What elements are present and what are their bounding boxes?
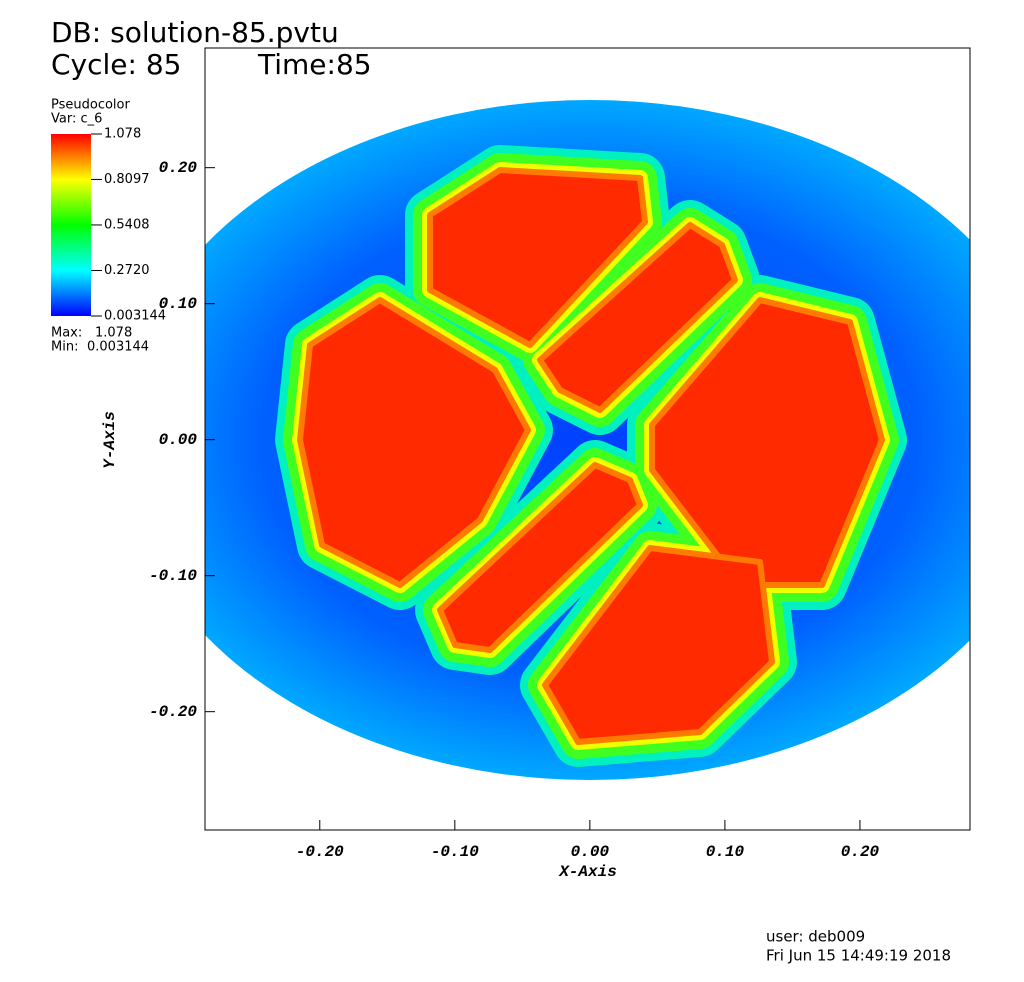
y-tick-label: 0.10: [159, 295, 198, 313]
field: [205, 100, 970, 780]
user: user: deb009: [766, 928, 865, 946]
date: Fri Jun 15 14:49:19 2018: [766, 947, 951, 965]
max-label: Max:: [51, 326, 82, 341]
color-bar: [51, 134, 91, 316]
legend-tick-label: 0.8097: [104, 172, 150, 187]
legend-tick-label: 0.2720: [104, 263, 150, 278]
x-tick-label: -0.10: [431, 843, 479, 861]
y-axis-label: Y-Axis: [101, 411, 119, 469]
x-axis-label: X-Axis: [558, 863, 617, 881]
legend-tick-label: 1.078: [104, 127, 141, 142]
legend-title: Pseudocolor: [51, 98, 130, 113]
cycle: Cycle: 85: [51, 48, 181, 81]
min-label: Min:: [51, 340, 78, 355]
x-tick-label: 0.10: [706, 843, 745, 861]
legend-tick-label: 0.5408: [104, 217, 150, 232]
plot-frame: [204, 47, 971, 831]
x-tick-label: -0.20: [296, 843, 344, 861]
max-value: 1.078: [95, 326, 132, 341]
y-tick-label: 0.00: [159, 431, 198, 449]
y-tick-label: 0.20: [159, 159, 198, 177]
x-tick-label: 0.20: [841, 843, 880, 861]
db-title: DB: solution-85.pvtu: [51, 16, 339, 49]
legend-tick-label: 0.003144: [104, 309, 166, 324]
y-tick-label: -0.20: [149, 703, 197, 721]
x-tick-label: 0.00: [571, 843, 610, 861]
time: Time:85: [257, 48, 372, 81]
legend-variable: Var: c_6: [51, 112, 102, 127]
y-tick-label: -0.10: [149, 567, 197, 585]
min-value: 0.003144: [87, 340, 149, 355]
